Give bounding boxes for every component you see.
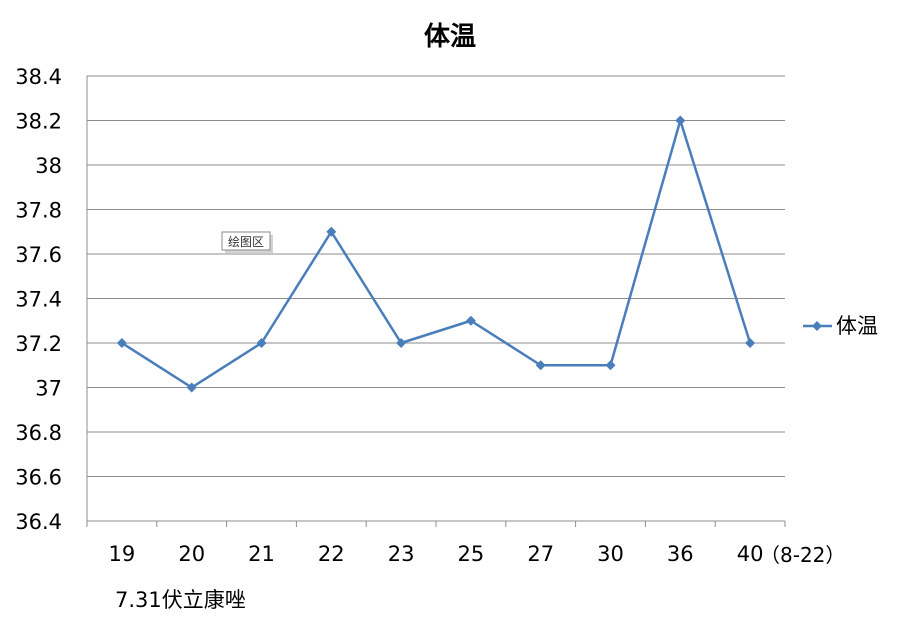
legend-label: 体温 (836, 314, 878, 338)
data-point (745, 338, 756, 348)
y-tick-label: 37.6 (15, 243, 62, 267)
y-tick-label: 37.8 (15, 199, 62, 223)
series-line (121, 119, 752, 389)
x-tick-label: 22 (318, 542, 345, 566)
y-tick-label: 38.4 (15, 65, 62, 89)
y-tick-label: 36.4 (15, 510, 62, 534)
y-tick-label: 37.4 (15, 288, 62, 312)
legend: 体温 (803, 314, 878, 338)
plot-area-tooltip: 绘图区 (221, 231, 273, 253)
data-point (675, 115, 686, 126)
x-tick-label: 27 (527, 542, 554, 566)
y-tick-label: 38.2 (15, 110, 62, 134)
chart-title: 体温 (424, 22, 476, 52)
gridlines (87, 75, 785, 477)
y-axis-ticks: 36.4 36.6 36.8 37 37.2 37.4 37.6 37.8 38 38.2 38.4 (15, 65, 62, 534)
y-tick-label: 36.8 (15, 421, 62, 445)
data-point (256, 338, 267, 348)
chart-annotation: 7.31伏立康唑 (115, 588, 246, 612)
x-tick-label: 25 (458, 542, 485, 566)
data-point (186, 382, 197, 393)
data-point (396, 338, 407, 348)
x-axis-ticks: 19 20 21 22 23 25 27 30 36 40 (86, 521, 786, 566)
data-point (116, 338, 127, 348)
y-tick-label: 36.6 (15, 466, 62, 490)
x-tick-label: 23 (388, 542, 415, 566)
legend-marker (812, 321, 822, 331)
y-tick-label: 37.2 (15, 332, 62, 356)
tooltip-text: 绘图区 (228, 234, 264, 249)
x-tick-label: 21 (248, 542, 275, 566)
series (116, 115, 756, 393)
data-point (465, 315, 476, 326)
x-tick-label: 36 (667, 542, 694, 566)
data-point (535, 360, 546, 371)
x-tick-label: 30 (597, 542, 624, 566)
y-tick-label: 38 (35, 154, 62, 178)
x-tick-label: 20 (178, 542, 205, 566)
x-tick-label: 19 (109, 542, 136, 566)
y-tick-label: 37 (35, 377, 62, 401)
data-point (605, 360, 616, 371)
x-tick-label: 40 (737, 542, 764, 566)
x-axis-unit-label: （8-22） (760, 543, 845, 567)
data-point (326, 226, 337, 237)
